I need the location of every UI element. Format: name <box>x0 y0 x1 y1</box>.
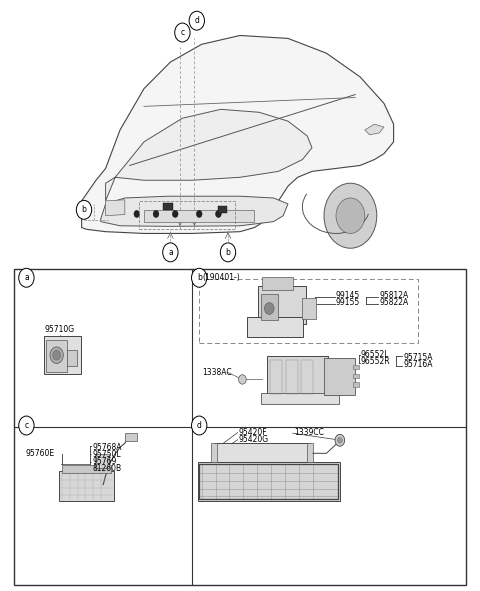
Circle shape <box>337 437 342 443</box>
FancyBboxPatch shape <box>59 471 114 501</box>
Text: c: c <box>24 421 28 430</box>
Polygon shape <box>82 35 394 233</box>
FancyBboxPatch shape <box>14 269 466 585</box>
Text: 1338AC: 1338AC <box>203 368 232 377</box>
Circle shape <box>175 23 190 42</box>
FancyBboxPatch shape <box>144 210 254 222</box>
Text: d: d <box>197 421 202 430</box>
Polygon shape <box>101 196 288 226</box>
FancyBboxPatch shape <box>307 443 313 462</box>
Circle shape <box>239 375 246 384</box>
FancyBboxPatch shape <box>353 374 359 378</box>
Text: 95710G: 95710G <box>45 325 75 334</box>
FancyBboxPatch shape <box>261 294 278 320</box>
Polygon shape <box>106 109 312 201</box>
Text: 99145: 99145 <box>336 291 360 300</box>
FancyBboxPatch shape <box>267 356 328 398</box>
Circle shape <box>163 243 178 262</box>
FancyBboxPatch shape <box>62 465 111 473</box>
Text: 95760E: 95760E <box>25 449 55 459</box>
Circle shape <box>336 198 365 233</box>
FancyBboxPatch shape <box>67 350 77 366</box>
FancyBboxPatch shape <box>46 340 67 372</box>
FancyBboxPatch shape <box>353 382 359 387</box>
Text: 99155: 99155 <box>336 297 360 307</box>
Circle shape <box>19 416 34 435</box>
Circle shape <box>216 210 221 217</box>
FancyBboxPatch shape <box>125 433 137 441</box>
Circle shape <box>76 200 92 219</box>
Circle shape <box>220 243 236 262</box>
FancyBboxPatch shape <box>198 462 340 501</box>
Circle shape <box>19 268 34 287</box>
Text: 95716A: 95716A <box>403 360 432 369</box>
Circle shape <box>153 210 159 217</box>
Text: b: b <box>197 273 202 282</box>
Circle shape <box>172 210 178 217</box>
FancyBboxPatch shape <box>214 443 310 462</box>
FancyBboxPatch shape <box>247 317 303 337</box>
Circle shape <box>264 303 274 314</box>
Circle shape <box>192 268 207 287</box>
Text: 81260B: 81260B <box>92 464 121 473</box>
Text: 95715A: 95715A <box>403 353 432 362</box>
FancyBboxPatch shape <box>262 277 293 290</box>
Circle shape <box>196 210 202 217</box>
Text: a: a <box>168 248 173 257</box>
Text: 95769: 95769 <box>92 457 117 466</box>
Text: 95812A: 95812A <box>379 291 408 300</box>
FancyBboxPatch shape <box>261 393 339 404</box>
Circle shape <box>134 210 140 217</box>
Bar <box>163 203 173 210</box>
Text: b: b <box>82 205 86 215</box>
Polygon shape <box>365 124 384 135</box>
Text: 96552L: 96552L <box>361 350 389 359</box>
Text: 95420G: 95420G <box>239 435 269 444</box>
Text: d: d <box>194 16 199 25</box>
Circle shape <box>50 347 63 363</box>
Text: 1339CC: 1339CC <box>294 428 324 437</box>
FancyBboxPatch shape <box>302 298 316 319</box>
Circle shape <box>53 350 60 360</box>
FancyBboxPatch shape <box>353 365 359 369</box>
Bar <box>218 206 227 213</box>
FancyBboxPatch shape <box>324 358 355 395</box>
FancyBboxPatch shape <box>258 286 306 324</box>
FancyBboxPatch shape <box>95 454 109 468</box>
Text: 96552R: 96552R <box>361 357 391 366</box>
Text: 95768A: 95768A <box>92 443 121 452</box>
Text: b: b <box>226 248 230 257</box>
Circle shape <box>192 416 207 435</box>
Text: (190401-): (190401-) <box>203 273 240 282</box>
Text: 95822A: 95822A <box>379 297 408 307</box>
Text: 95420F: 95420F <box>239 428 267 437</box>
Circle shape <box>189 11 204 30</box>
Circle shape <box>335 434 345 446</box>
Text: c: c <box>180 28 184 37</box>
FancyBboxPatch shape <box>44 336 81 374</box>
Polygon shape <box>106 200 125 216</box>
Text: 95750L: 95750L <box>92 450 121 459</box>
Circle shape <box>324 183 377 248</box>
Text: a: a <box>24 273 29 282</box>
FancyBboxPatch shape <box>211 443 217 462</box>
